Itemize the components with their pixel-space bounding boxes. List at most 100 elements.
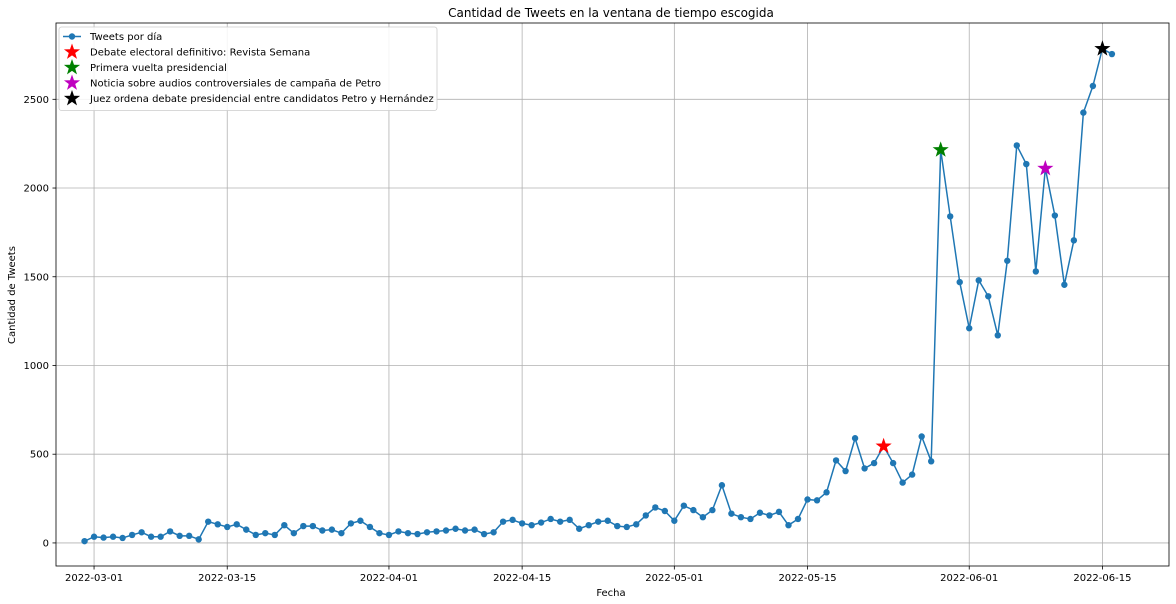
data-point [595, 518, 602, 525]
data-point [157, 533, 164, 540]
data-point [985, 293, 992, 300]
data-point [947, 213, 954, 220]
data-point [195, 536, 202, 543]
data-point [899, 479, 906, 486]
legend-star-swatch [63, 43, 81, 59]
data-point [804, 496, 811, 503]
data-point [576, 525, 583, 532]
data-point [509, 516, 516, 524]
data-point [794, 515, 802, 523]
data-point [994, 332, 1001, 339]
data-point [309, 522, 317, 530]
data-point [775, 508, 783, 516]
data-point [908, 471, 916, 478]
data-point [119, 534, 126, 542]
data-point [785, 521, 792, 529]
data-point [328, 526, 336, 533]
data-point [918, 433, 925, 440]
data-point [642, 512, 649, 519]
x-tick-label: 2022-05-15 [778, 573, 836, 584]
data-point [547, 515, 554, 523]
x-tick-label: 2022-03-15 [198, 573, 256, 584]
legend-star-swatch [63, 74, 81, 90]
legend-label: Juez ordena debate presidencial entre ca… [89, 93, 434, 105]
data-point [690, 506, 697, 514]
data-point [709, 506, 716, 514]
data-point [633, 521, 640, 528]
data-point [128, 531, 136, 539]
data-point [395, 528, 402, 535]
y-tick-label: 0 [43, 538, 49, 549]
data-point [1032, 268, 1040, 275]
data-point [1013, 142, 1020, 149]
y-axis-ticks: 0 500 1000 1500 2000 2500 [24, 95, 56, 549]
legend-label: Debate electoral definitivo: Revista Sem… [90, 48, 310, 59]
data-point [623, 523, 630, 531]
data-point [338, 529, 345, 537]
event-markers-layer [875, 40, 1111, 454]
data-point [252, 531, 259, 539]
x-tick-label: 2022-06-15 [1073, 573, 1131, 584]
data-point [1061, 281, 1068, 288]
data-point [404, 529, 412, 537]
data-point [90, 533, 98, 540]
data-point [290, 529, 298, 537]
x-axis-ticks: 2022-03-01 2022-03-15 2022-04-01 2022-04-15… [65, 566, 1131, 584]
data-point [737, 514, 745, 521]
data-point [243, 526, 250, 533]
data-point [956, 278, 963, 286]
data-point [357, 517, 364, 524]
data-point [480, 530, 488, 538]
legend-box [58, 26, 438, 111]
data-point [433, 528, 440, 535]
x-tick-label: 2022-04-01 [360, 573, 418, 584]
y-tick-label: 2000 [24, 184, 49, 195]
legend-star-swatch [63, 59, 81, 75]
data-point [652, 504, 659, 511]
data-point [166, 528, 174, 535]
data-point [756, 509, 764, 516]
event-star-marker [932, 141, 949, 157]
data-point [823, 489, 830, 496]
legend-circle-swatch [68, 33, 76, 40]
data-point [423, 529, 431, 536]
data-point [461, 527, 469, 534]
data-point [147, 533, 155, 540]
data-point [975, 277, 982, 284]
data-point [699, 514, 707, 521]
y-tick-label: 1000 [24, 361, 49, 372]
grid-lines [56, 23, 1169, 566]
y-axis-label: Cantidad de Tweets [7, 246, 18, 344]
data-point [1023, 160, 1030, 168]
y-tick-label: 500 [30, 450, 49, 461]
event-star-marker [1094, 40, 1111, 56]
data-point [100, 534, 107, 541]
data-point [1051, 212, 1059, 219]
data-point [366, 523, 374, 531]
data-point [861, 465, 868, 472]
data-point [766, 512, 773, 519]
data-point [1070, 237, 1078, 244]
data-point [233, 521, 240, 528]
data-point [528, 521, 535, 529]
legend-label: Primera vuelta presidencial [90, 63, 227, 74]
data-point [832, 457, 840, 464]
data-point [718, 482, 726, 489]
data-point [376, 529, 383, 537]
data-point [385, 531, 393, 539]
data-point [499, 518, 507, 525]
data-point [281, 521, 288, 529]
data-point [728, 510, 735, 517]
legend: Tweets por día Debate electoral definitiv… [58, 26, 438, 111]
data-point [452, 525, 459, 532]
data-point [347, 520, 355, 527]
data-point [966, 325, 973, 332]
data-point [271, 531, 278, 539]
x-tick-label: 2022-06-01 [940, 573, 998, 584]
data-point [224, 523, 231, 531]
data-point [927, 458, 935, 465]
data-point [138, 529, 145, 536]
x-axis-label: Fecha [596, 588, 625, 599]
data-point [851, 435, 859, 442]
